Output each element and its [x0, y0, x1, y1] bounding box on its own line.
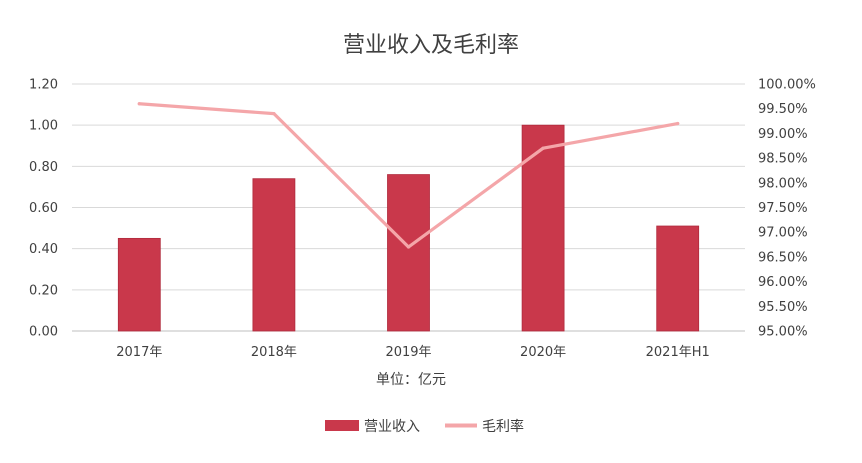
legend-label-revenue: 营业收入 [364, 419, 420, 435]
margin-point [406, 245, 411, 249]
revenue-bar [656, 225, 700, 332]
line-series-margin [137, 102, 680, 249]
margin-point [137, 102, 141, 106]
y-right-tick-label: 98.00% [758, 176, 808, 191]
y-left-tick-label: 1.00 [29, 119, 58, 134]
y-right-tick-label: 96.00% [758, 275, 808, 290]
x-axis-labels: 2017年 2018年 2019年 2020年 2021年H1 [116, 345, 710, 360]
revenue-bar [117, 237, 161, 332]
y-right-tick-label: 97.50% [758, 201, 808, 216]
revenue-bar [387, 174, 430, 332]
margin-point [541, 146, 545, 150]
y-axis-left-labels: 0.00 0.20 0.40 0.60 0.80 1.00 1.20 [29, 78, 58, 340]
x-tick-label: 2018年 [251, 345, 297, 360]
y-right-tick-label: 97.00% [758, 226, 808, 241]
y-right-tick-label: 96.50% [758, 250, 808, 265]
x-tick-label: 2021年H1 [646, 345, 710, 360]
legend: 营业收入 毛利率 [325, 418, 524, 435]
y-right-tick-label: 98.50% [758, 152, 808, 167]
legend-label-margin: 毛利率 [482, 418, 524, 435]
x-tick-label: 2019年 [385, 345, 431, 360]
y-right-tick-label: 99.50% [758, 102, 808, 117]
y-left-tick-label: 1.20 [29, 78, 58, 93]
y-right-tick-label: 100.00% [758, 78, 816, 93]
y-axis-right-labels: 95.00% 95.50% 96.00% 96.50% 97.00% 97.50% 98.0… [758, 78, 816, 340]
margin-point [272, 112, 276, 116]
y-left-tick-label: 0.60 [29, 201, 58, 216]
y-left-tick-label: 0.40 [29, 242, 58, 257]
y-left-tick-label: 0.00 [29, 325, 58, 340]
y-right-tick-label: 95.00% [758, 325, 808, 340]
x-tick-label: 2020年 [520, 345, 566, 360]
unit-label: 单位：亿元 [376, 372, 446, 388]
revenue-bar [252, 178, 296, 332]
y-right-tick-label: 99.00% [758, 127, 808, 142]
y-left-tick-label: 0.80 [29, 160, 58, 175]
chart-title: 营业收入及毛利率 [343, 33, 519, 58]
y-right-tick-label: 95.50% [758, 300, 808, 315]
margin-point [676, 121, 680, 126]
legend-swatch-revenue [325, 420, 359, 431]
y-left-tick-label: 0.20 [29, 283, 58, 298]
revenue-bar [521, 124, 565, 332]
x-tick-label: 2017年 [116, 345, 162, 360]
bar-series-revenue [117, 124, 700, 332]
